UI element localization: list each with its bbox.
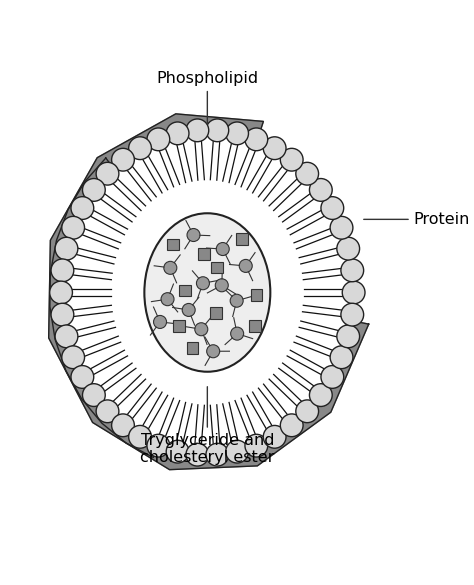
- Circle shape: [164, 261, 177, 274]
- Circle shape: [51, 259, 74, 282]
- Circle shape: [342, 281, 365, 304]
- Circle shape: [231, 327, 244, 340]
- Circle shape: [166, 122, 189, 144]
- Circle shape: [186, 443, 209, 466]
- Circle shape: [111, 414, 134, 436]
- Circle shape: [166, 441, 189, 463]
- Circle shape: [330, 346, 353, 369]
- Bar: [167, 239, 179, 250]
- Circle shape: [230, 294, 243, 307]
- Circle shape: [245, 128, 268, 151]
- Polygon shape: [49, 114, 369, 470]
- Ellipse shape: [67, 136, 348, 449]
- Circle shape: [111, 149, 134, 171]
- Bar: [179, 285, 191, 297]
- Polygon shape: [50, 158, 171, 457]
- Circle shape: [337, 325, 360, 347]
- Bar: [237, 233, 248, 245]
- Circle shape: [263, 137, 286, 160]
- Circle shape: [55, 238, 78, 260]
- Circle shape: [321, 366, 344, 388]
- Circle shape: [215, 279, 228, 292]
- Bar: [198, 248, 210, 260]
- Circle shape: [187, 229, 200, 242]
- Bar: [251, 289, 262, 301]
- Circle shape: [321, 197, 344, 219]
- Text: Protein: Protein: [364, 212, 470, 227]
- Circle shape: [206, 443, 228, 466]
- Circle shape: [96, 400, 119, 423]
- Circle shape: [96, 162, 119, 185]
- Circle shape: [147, 434, 170, 457]
- Circle shape: [206, 119, 228, 142]
- Circle shape: [280, 149, 303, 171]
- Bar: [173, 321, 185, 332]
- Text: Tryglyceride and
cholesteryl ester: Tryglyceride and cholesteryl ester: [140, 387, 274, 465]
- Bar: [187, 342, 199, 354]
- Bar: [210, 307, 222, 319]
- Circle shape: [330, 216, 353, 239]
- Circle shape: [62, 216, 84, 239]
- Circle shape: [195, 323, 208, 336]
- Bar: [211, 261, 223, 273]
- Circle shape: [239, 259, 252, 273]
- Circle shape: [263, 425, 286, 448]
- Circle shape: [337, 238, 360, 260]
- Circle shape: [71, 197, 94, 219]
- Circle shape: [186, 119, 209, 142]
- Circle shape: [226, 441, 248, 463]
- Circle shape: [216, 243, 229, 256]
- Circle shape: [182, 304, 195, 316]
- Circle shape: [280, 414, 303, 436]
- Circle shape: [296, 162, 319, 185]
- Circle shape: [341, 259, 364, 282]
- Circle shape: [71, 366, 94, 388]
- Text: Phospholipid: Phospholipid: [156, 71, 258, 124]
- Circle shape: [310, 178, 332, 201]
- Circle shape: [196, 277, 210, 290]
- Circle shape: [82, 178, 105, 201]
- Circle shape: [310, 384, 332, 407]
- Circle shape: [55, 325, 78, 347]
- Circle shape: [245, 434, 268, 457]
- Circle shape: [341, 303, 364, 326]
- Circle shape: [161, 292, 174, 306]
- Circle shape: [128, 137, 151, 160]
- Circle shape: [62, 346, 84, 369]
- Ellipse shape: [145, 214, 270, 371]
- Circle shape: [154, 315, 166, 328]
- Circle shape: [50, 281, 73, 304]
- Circle shape: [51, 303, 74, 326]
- Circle shape: [128, 425, 151, 448]
- Circle shape: [296, 400, 319, 423]
- Circle shape: [207, 345, 219, 358]
- Circle shape: [226, 122, 248, 144]
- Circle shape: [147, 128, 170, 151]
- Circle shape: [82, 384, 105, 407]
- Ellipse shape: [42, 115, 373, 470]
- Bar: [249, 320, 261, 332]
